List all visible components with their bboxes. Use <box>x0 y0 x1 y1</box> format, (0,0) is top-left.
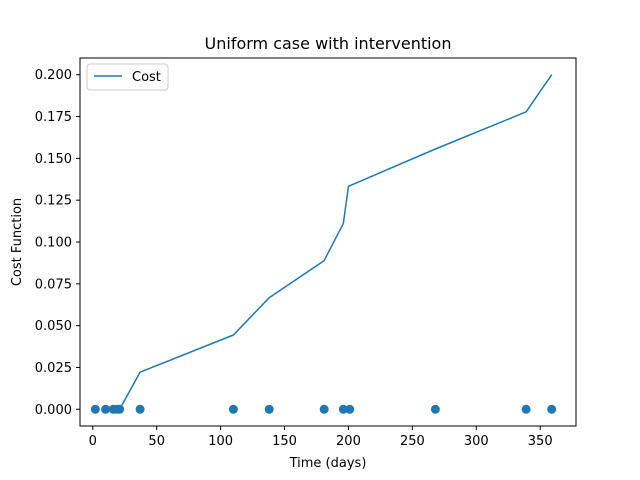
scatter-point <box>319 404 329 414</box>
x-tick-label: 250 <box>400 434 425 449</box>
legend-box <box>86 63 169 91</box>
scatter-point <box>521 404 531 414</box>
y-tick-label: 0.025 <box>35 361 72 376</box>
scatter-point <box>101 404 111 414</box>
x-tick-label: 350 <box>528 434 553 449</box>
x-tick-label: 300 <box>464 434 489 449</box>
x-tick-label: 0 <box>89 434 97 449</box>
scatter-point <box>264 404 274 414</box>
x-tick-label: 100 <box>208 434 233 449</box>
y-tick-label: 0.150 <box>35 152 72 167</box>
y-tick-label: 0.175 <box>35 110 72 125</box>
scatter-point <box>345 404 355 414</box>
legend: Cost <box>86 63 169 91</box>
y-axis-label: Cost Function <box>10 198 25 286</box>
scatter-point <box>115 404 125 414</box>
scatter-point <box>430 404 440 414</box>
x-tick-label: 50 <box>148 434 165 449</box>
x-tick-label: 200 <box>336 434 361 449</box>
y-tick-label: 0.100 <box>35 236 72 251</box>
y-tick-label: 0.200 <box>35 68 72 83</box>
scatter-point <box>90 404 100 414</box>
x-axis-label: Time (days) <box>289 456 367 471</box>
y-tick-label: 0.000 <box>35 403 72 418</box>
y-tick-label: 0.050 <box>35 319 72 334</box>
legend-label-cost: Cost <box>132 70 161 85</box>
scatter-point <box>135 404 145 414</box>
scatter-point <box>228 404 238 414</box>
chart-title: Uniform case with intervention <box>205 34 452 53</box>
axis-ticks: 0 50 100 150 200 250 300 350 0.000 0.025 0.050 0.07… <box>35 68 553 449</box>
y-tick-label: 0.075 <box>35 277 72 292</box>
y-tick-label: 0.125 <box>35 194 72 209</box>
scatter-point <box>338 404 348 414</box>
scatter-point <box>547 404 557 414</box>
x-tick-label: 150 <box>272 434 297 449</box>
plot-area <box>90 74 557 414</box>
series-line-cost <box>118 74 553 410</box>
